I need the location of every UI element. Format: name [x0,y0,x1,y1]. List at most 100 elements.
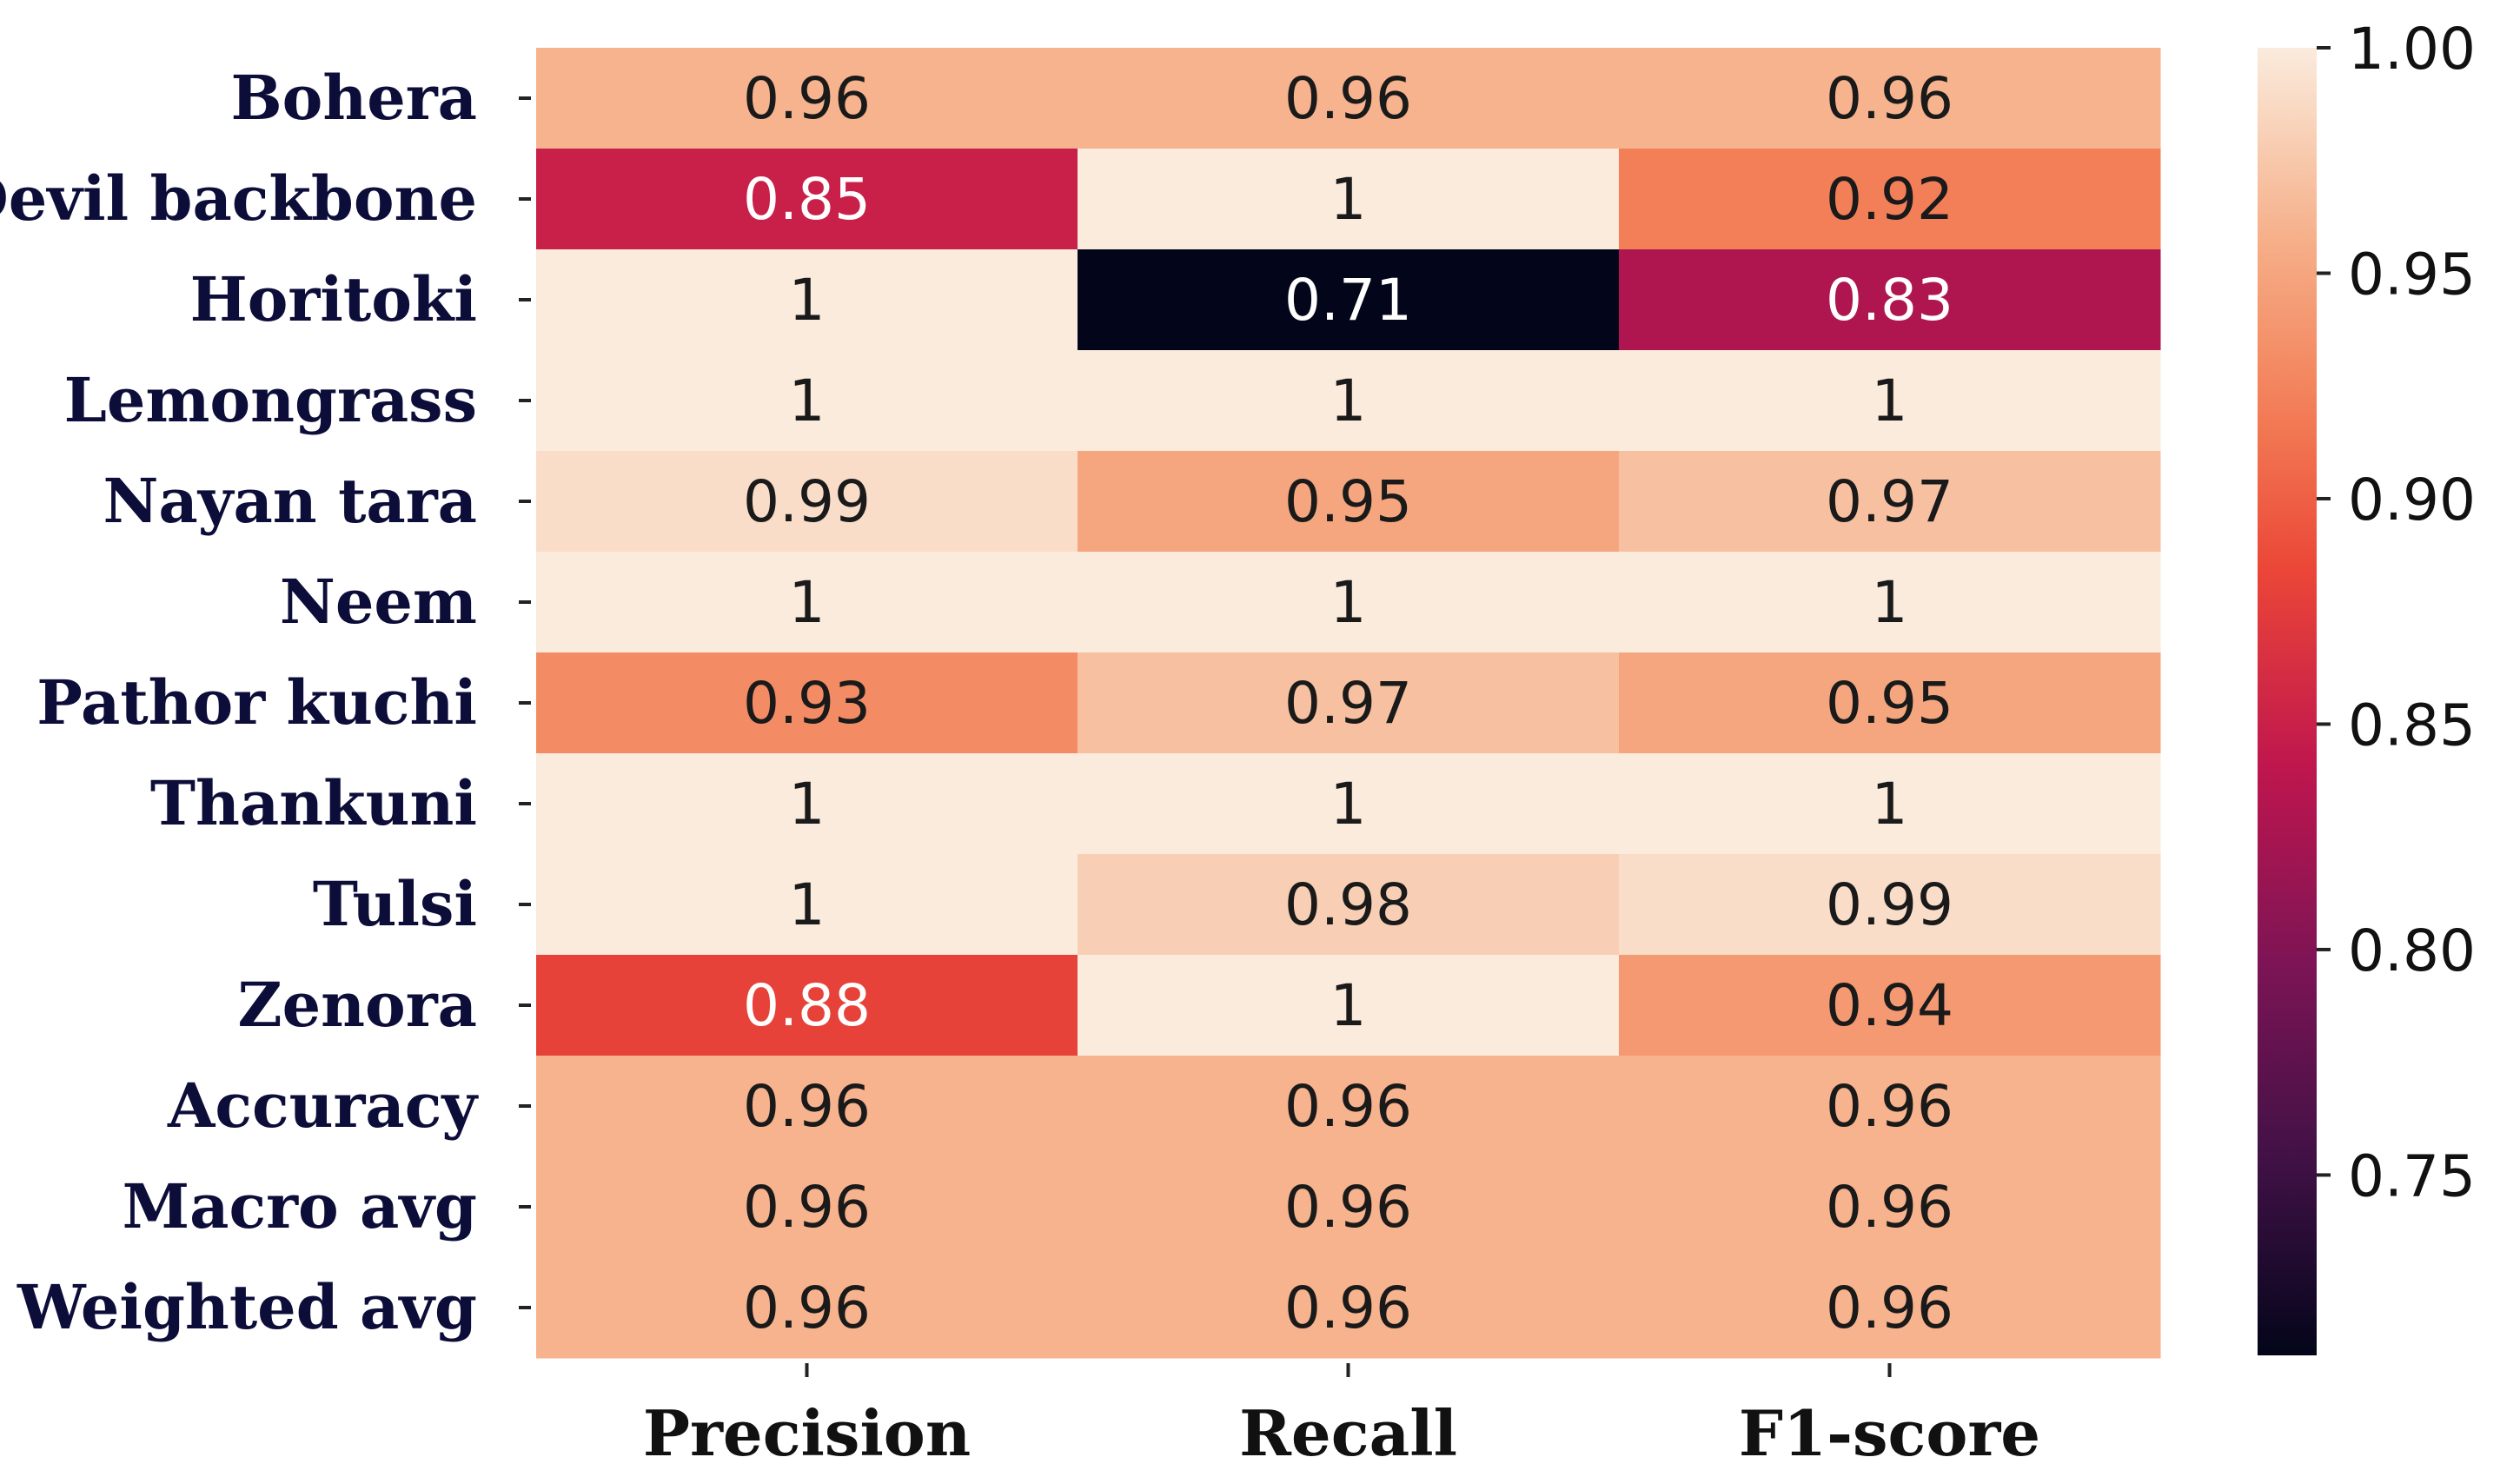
cell-value-label: 0.96 [1284,1275,1412,1341]
row-label: Accuracy [167,1070,479,1142]
heatmap-cell [536,955,1078,1056]
cell-value-label: 1 [1872,368,1908,434]
heatmap-cell [1078,854,1620,956]
heatmap-cell [1078,1156,1620,1258]
colorbar-gradient [2258,48,2317,1355]
cell-value-label: 0.83 [1826,267,1953,334]
cell-value-label: 0.71 [1284,267,1412,334]
cell-value-label: 0.96 [1826,1073,1953,1140]
cell-value-label: 0.96 [743,65,871,132]
cell-value-label: 0.99 [743,468,871,535]
cell-value-label: 0.93 [743,670,871,737]
row-label: Devil backbone [0,162,477,235]
cell-value-label: 0.96 [1284,1174,1412,1241]
heatmap-cell [1619,1257,2161,1359]
cell-value-label: 1 [789,368,826,434]
colorbar-tick-label: 1.00 [2348,16,2476,83]
heatmap-cells [536,48,2161,1359]
heatmap-cell-labels: 0.96 0.96 0.96 0.85 1 0.92 1 0.71 0.83 1 1 1 0.99 0.9… [743,65,1953,1341]
colorbar-tick-label: 0.75 [2348,1143,2476,1209]
column-label: Precision [643,1396,971,1470]
heatmap-cell [1078,149,1620,250]
cell-value-label: 1 [1330,972,1367,1039]
heatmap-cell [1078,1257,1620,1359]
cell-value-label: 0.96 [743,1275,871,1341]
heatmap-cell [1078,753,1620,855]
heatmap-cell [1619,1056,2161,1157]
heatmap-cell [1078,1056,1620,1157]
heatmap-cell [1078,552,1620,653]
colorbar-tick-label: 0.90 [2348,467,2476,533]
cell-value-label: 0.96 [1826,1275,1953,1341]
heatmap-cell [1078,652,1620,754]
cell-value-label: 1 [789,267,826,334]
cell-value-label: 0.95 [1284,468,1412,535]
heatmap-cell [1619,753,2161,855]
heatmap-cell [536,249,1078,351]
row-label: Weighted avg [17,1271,477,1343]
heatmap-cell [536,350,1078,452]
row-axis: Bohera Devil backbone Horitoki Lemongrass Na… [0,62,531,1343]
row-label: Tulsi [313,868,477,940]
colorbar: 0.75 0.80 0.85 0.90 0.95 1.00 [2258,16,2476,1355]
cell-value-label: 0.94 [1826,972,1953,1039]
heatmap-cell [1619,955,2161,1056]
heatmap-cell [1619,451,2161,553]
cell-value-label: 0.96 [1826,65,1953,132]
heatmap-cell [536,451,1078,553]
heatmap-cell [1078,451,1620,553]
cell-value-label: 0.97 [1284,670,1412,737]
cell-value-label: 0.99 [1826,871,1953,938]
cell-value-label: 0.96 [743,1073,871,1140]
cell-value-label: 0.85 [743,166,871,233]
heatmap-cell [1078,955,1620,1056]
row-label: Pathor kuchi [36,666,477,738]
cell-value-label: 0.96 [1826,1174,1953,1241]
heatmap-cell [536,652,1078,754]
cell-value-label: 0.88 [743,972,871,1039]
row-label: Macro avg [123,1170,477,1242]
row-label: Horitoki [190,263,477,335]
heatmap-cell [1078,249,1620,351]
heatmap-cell [1078,350,1620,452]
colorbar-tick-label: 0.95 [2348,241,2476,308]
cell-value-label: 0.95 [1826,670,1953,737]
cell-value-label: 0.96 [743,1174,871,1241]
heatmap-cell [1619,249,2161,351]
cell-value-label: 1 [789,771,826,838]
heatmap-cell [1078,48,1620,149]
heatmap-cell [536,1056,1078,1157]
cell-value-label: 1 [789,569,826,636]
row-label: Lemongrass [64,364,477,436]
cell-value-label: 0.98 [1284,871,1412,938]
column-label: Recall [1239,1396,1457,1470]
colorbar-tick-label: 0.80 [2348,917,2476,984]
heatmap-cell [536,48,1078,149]
heatmap-cell [1619,1156,2161,1258]
cell-value-label: 1 [1330,771,1367,838]
cell-value-label: 0.92 [1826,166,1953,233]
column-label: F1-score [1739,1396,2040,1470]
heatmap-cell [536,1156,1078,1258]
heatmap-cell [1619,48,2161,149]
heatmap-cell [1619,652,2161,754]
row-label: Nayan tara [103,465,477,537]
cell-value-label: 1 [1330,166,1367,233]
row-label: Bohera [230,62,477,134]
cell-value-label: 1 [1872,771,1908,838]
row-label: Neem [280,566,477,638]
row-label: Thankuni [150,767,477,839]
cell-value-label: 0.97 [1826,468,1953,535]
heatmap-cell [1619,149,2161,250]
colorbar-tick-label: 0.85 [2348,692,2476,758]
heatmap-cell [536,149,1078,250]
heatmap-cell [1619,350,2161,452]
heatmap-cell [536,1257,1078,1359]
cell-value-label: 1 [789,871,826,938]
cell-value-label: 0.96 [1284,65,1412,132]
row-label: Zenora [238,969,477,1041]
heatmap-cell [536,854,1078,956]
cell-value-label: 1 [1330,569,1367,636]
heatmap-cell [1619,552,2161,653]
cell-value-label: 0.96 [1284,1073,1412,1140]
